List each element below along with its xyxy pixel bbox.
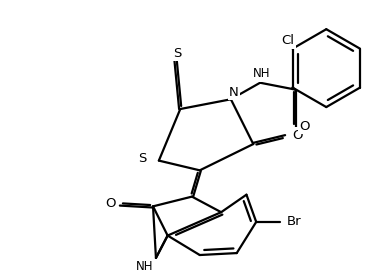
- Text: N: N: [229, 86, 239, 99]
- Text: O: O: [292, 129, 303, 142]
- Text: O: O: [299, 120, 310, 133]
- Text: S: S: [173, 47, 182, 60]
- Text: Br: Br: [287, 215, 301, 229]
- Text: NH: NH: [253, 67, 271, 81]
- Text: NH: NH: [136, 260, 153, 273]
- Text: S: S: [138, 152, 147, 165]
- Text: O: O: [105, 197, 115, 210]
- Text: Cl: Cl: [281, 34, 294, 48]
